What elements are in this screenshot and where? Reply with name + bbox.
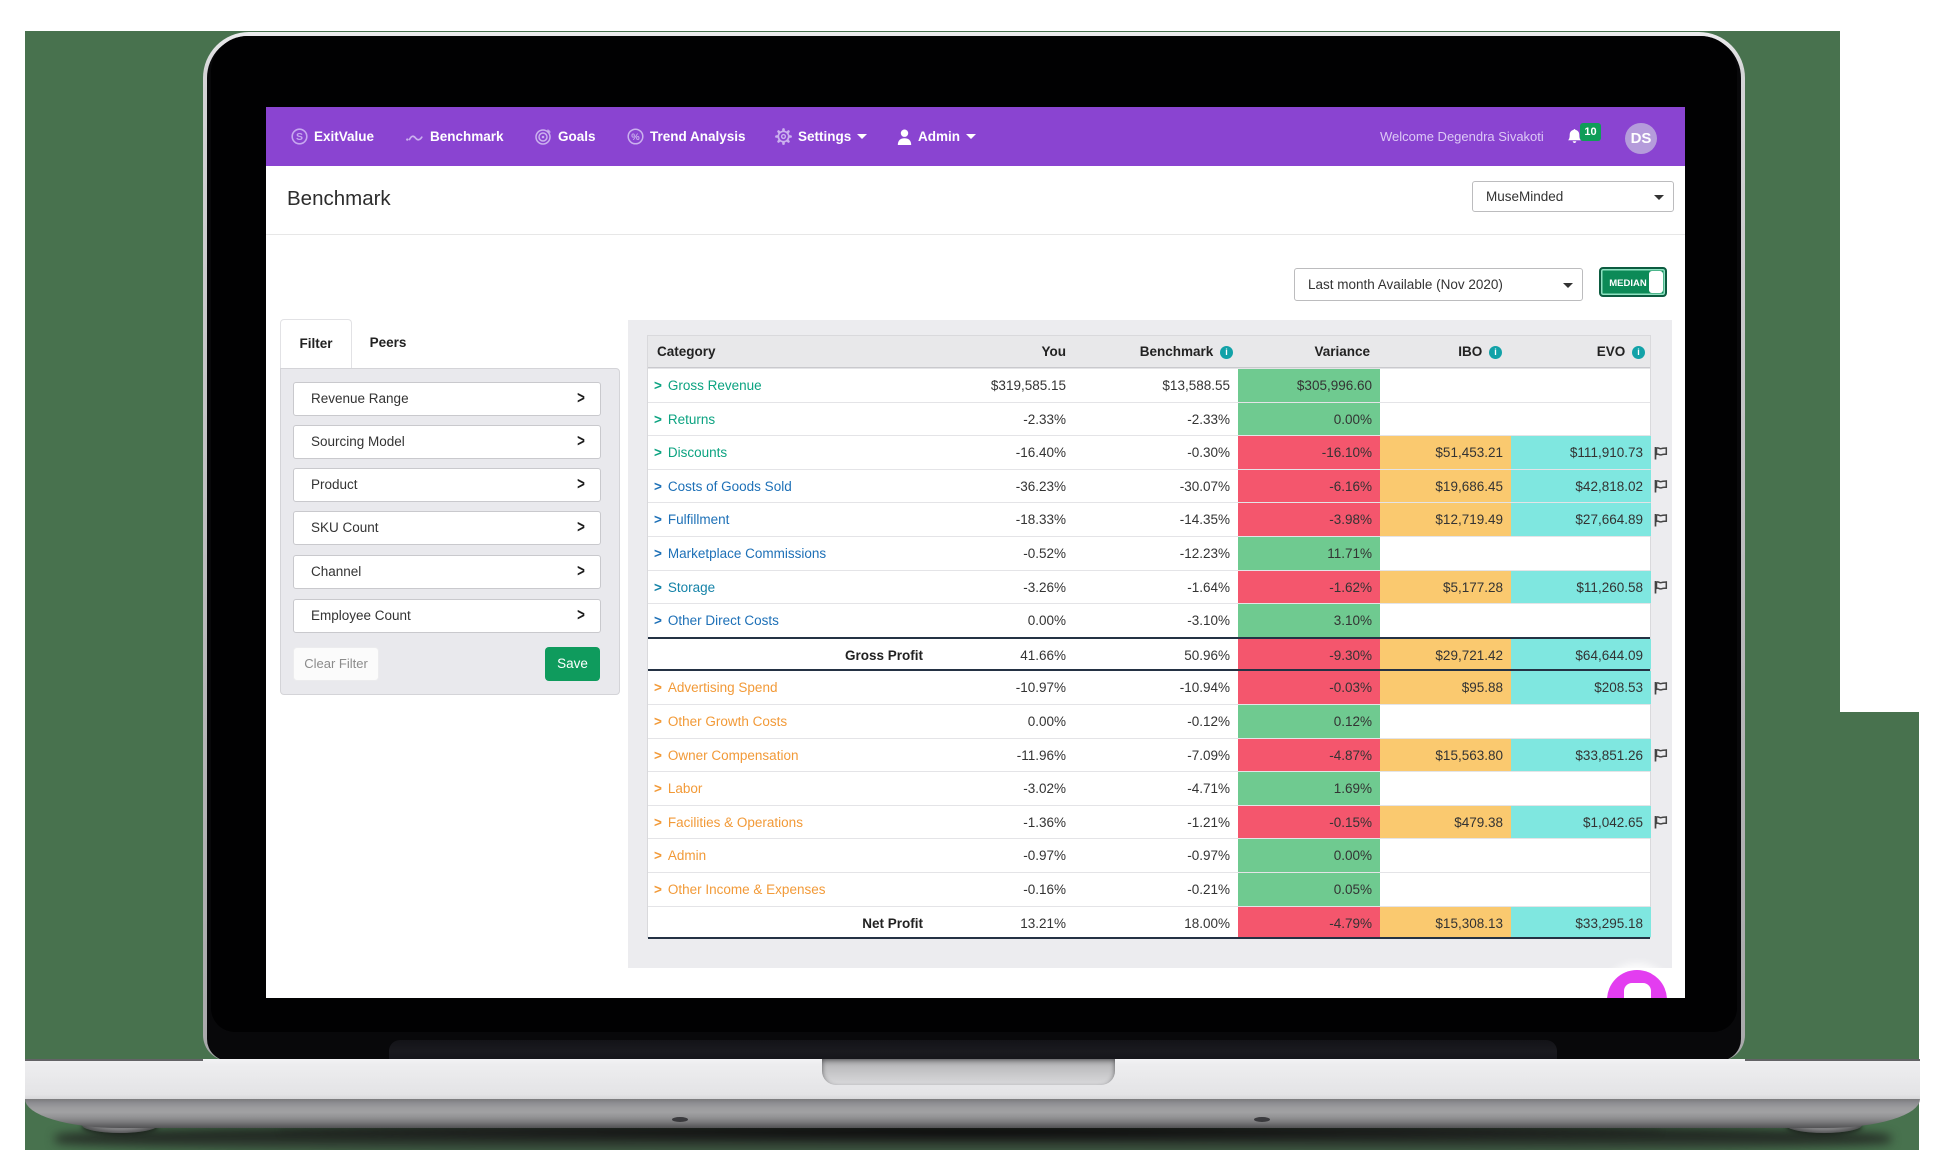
- svg-text:%: %: [631, 132, 640, 143]
- svg-text:S: S: [296, 131, 303, 143]
